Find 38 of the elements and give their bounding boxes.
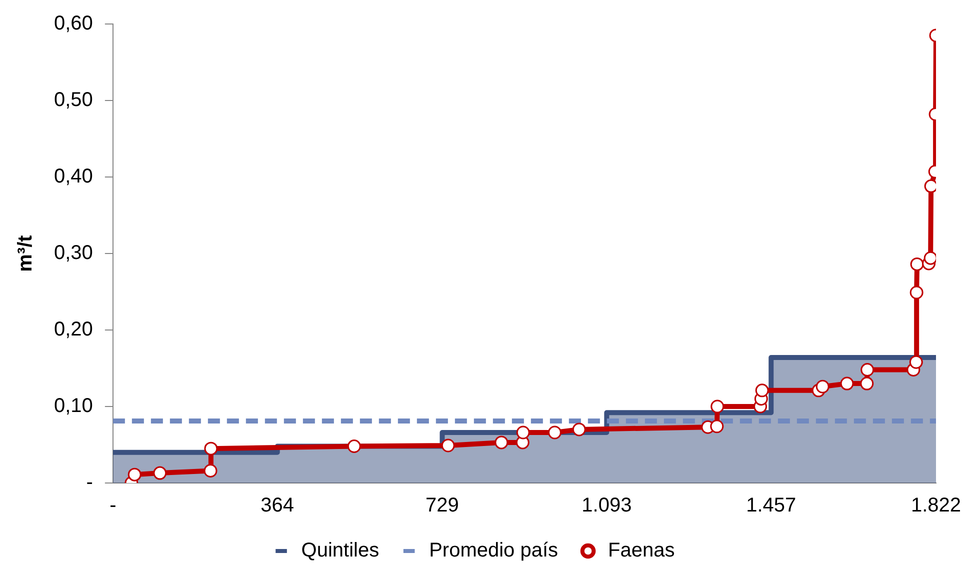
point [910,257,924,271]
point [710,420,724,434]
point [347,440,361,454]
point [128,468,142,482]
point [204,464,218,478]
x-tick-label: 1.093 [582,494,632,517]
point [755,384,769,398]
point [860,363,874,377]
y-tick-label: 0,50 [54,89,93,112]
point [441,438,455,452]
point [910,286,924,300]
x-tick-label: 729 [426,494,459,517]
x-tick-label: 364 [260,494,294,517]
y-tick-label: 0,40 [54,166,93,188]
point [860,376,874,390]
y-tick-label: 0,30 [54,242,93,264]
y-tick-label: 0,20 [54,318,93,341]
point [572,422,586,436]
y-tick-label: 0,10 [54,395,93,418]
point [548,426,562,440]
point [204,442,218,456]
legend-label: Faenas [608,540,675,562]
x-tick-label: - [110,494,116,517]
legend-label: Quintiles [301,540,380,562]
y-axis-title: m³/t [14,234,37,272]
point [840,376,854,390]
y-tick-label: - [86,472,93,494]
x-tick-label: 1.822 [910,494,962,517]
point [924,251,936,265]
point [153,466,167,480]
x-tick-label: 1.457 [746,494,796,517]
point [710,400,724,414]
point [909,355,923,369]
legend-label: Promedio país [429,540,558,562]
point [516,426,530,440]
y-tick-label: 0,60 [54,12,93,35]
point [816,380,830,394]
point [494,436,508,450]
